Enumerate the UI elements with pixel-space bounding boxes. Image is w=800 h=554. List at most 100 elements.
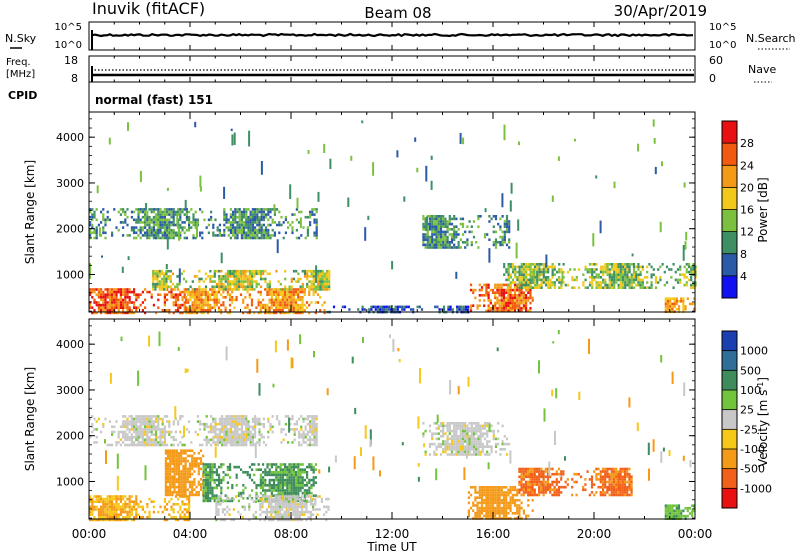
echo-cell	[509, 283, 512, 287]
echo-cell	[89, 231, 92, 235]
echo-cell	[309, 497, 312, 501]
echo-cell	[137, 420, 140, 423]
echo-cell	[204, 309, 207, 312]
echo-cell	[639, 273, 642, 276]
echo-cell	[294, 503, 297, 506]
echo-cell	[561, 271, 564, 283]
echo-cell	[295, 280, 298, 283]
echo-cell	[513, 299, 517, 302]
echo-cell	[663, 283, 666, 287]
echo-cell	[547, 283, 550, 287]
echo-cell	[679, 281, 682, 284]
echo-cell	[279, 471, 282, 474]
echo-cell	[218, 228, 221, 232]
echo-cell	[281, 309, 284, 312]
echo-cell	[226, 499, 229, 503]
echo-cell	[223, 430, 226, 434]
echo-cell	[450, 228, 454, 231]
echo-cell	[180, 452, 183, 455]
echo-cell	[222, 288, 225, 291]
echo-cell	[172, 420, 175, 423]
echo-cell	[130, 417, 133, 421]
echo-cell	[522, 281, 526, 284]
echo-cell	[211, 298, 214, 302]
echo-cell	[294, 500, 297, 503]
echo-cell	[193, 309, 196, 312]
echo-cell	[604, 283, 607, 287]
echo-cell	[122, 435, 125, 439]
echo-cell	[166, 467, 170, 471]
echo-cell	[315, 236, 318, 240]
echo-cell	[544, 268, 548, 271]
echo-cell	[246, 473, 249, 477]
echo-cell	[679, 265, 682, 269]
echo-cell	[135, 208, 138, 211]
echo-cell	[286, 288, 289, 291]
echo-cell	[630, 276, 633, 279]
echo-cell	[238, 223, 241, 227]
echo-cell	[184, 199, 187, 209]
echo-cell	[181, 495, 184, 498]
echo-cell	[424, 243, 427, 247]
echo-cell	[582, 283, 585, 287]
echo-cell	[311, 213, 314, 216]
echo-cell	[290, 508, 293, 511]
echo-cell	[428, 445, 432, 448]
echo-cell	[233, 288, 236, 291]
echo-cell	[442, 233, 445, 236]
echo-cell	[265, 495, 268, 498]
echo-cell	[309, 516, 312, 519]
echo-cell	[325, 285, 329, 289]
echo-cell	[265, 226, 268, 229]
echo-cell	[226, 275, 230, 278]
echo-cell	[464, 241, 467, 244]
echo-cell	[97, 510, 100, 514]
echo-cell	[229, 226, 232, 229]
echo-cell	[475, 440, 478, 443]
echo-cell	[450, 422, 454, 425]
echo-cell	[115, 510, 118, 514]
echo-cell	[511, 268, 515, 271]
echo-cell	[234, 236, 237, 240]
echo-cell	[615, 263, 618, 266]
echo-cell	[325, 505, 328, 509]
echo-cell	[100, 288, 103, 291]
echo-cell	[256, 228, 259, 232]
echo-cell	[221, 420, 224, 423]
echo-cell	[241, 505, 244, 509]
echo-cell	[507, 270, 510, 274]
echo-cell	[533, 278, 537, 282]
echo-cell	[262, 236, 265, 240]
echo-cell	[220, 489, 223, 492]
echo-cell	[183, 508, 186, 511]
echo-cell	[166, 503, 169, 506]
echo-cell	[275, 473, 278, 477]
echo-cell	[106, 443, 109, 447]
echo-cell	[531, 270, 534, 274]
echo-cell	[292, 508, 295, 511]
echo-cell	[595, 263, 598, 266]
echo-cell	[135, 236, 138, 240]
echo-cell	[435, 241, 438, 244]
echo-cell	[117, 301, 120, 304]
echo-cell	[119, 296, 122, 299]
echo-cell	[89, 417, 92, 421]
echo-cell	[224, 518, 227, 522]
echo-cell	[325, 518, 328, 522]
echo-cell	[126, 422, 129, 426]
echo-cell	[501, 243, 504, 247]
echo-cell	[514, 276, 517, 279]
echo-cell	[499, 243, 502, 247]
echo-cell	[246, 290, 249, 294]
echo-cell	[456, 305, 459, 309]
echo-cell	[621, 281, 625, 284]
echo-cell	[188, 497, 191, 501]
echo-cell	[309, 518, 312, 522]
echo-cell	[111, 303, 114, 307]
echo-cell	[245, 435, 248, 439]
echo-cell	[93, 210, 96, 214]
echo-cell	[216, 234, 219, 237]
echo-cell	[544, 265, 548, 269]
echo-cell	[540, 281, 543, 284]
echo-cell	[148, 430, 151, 434]
